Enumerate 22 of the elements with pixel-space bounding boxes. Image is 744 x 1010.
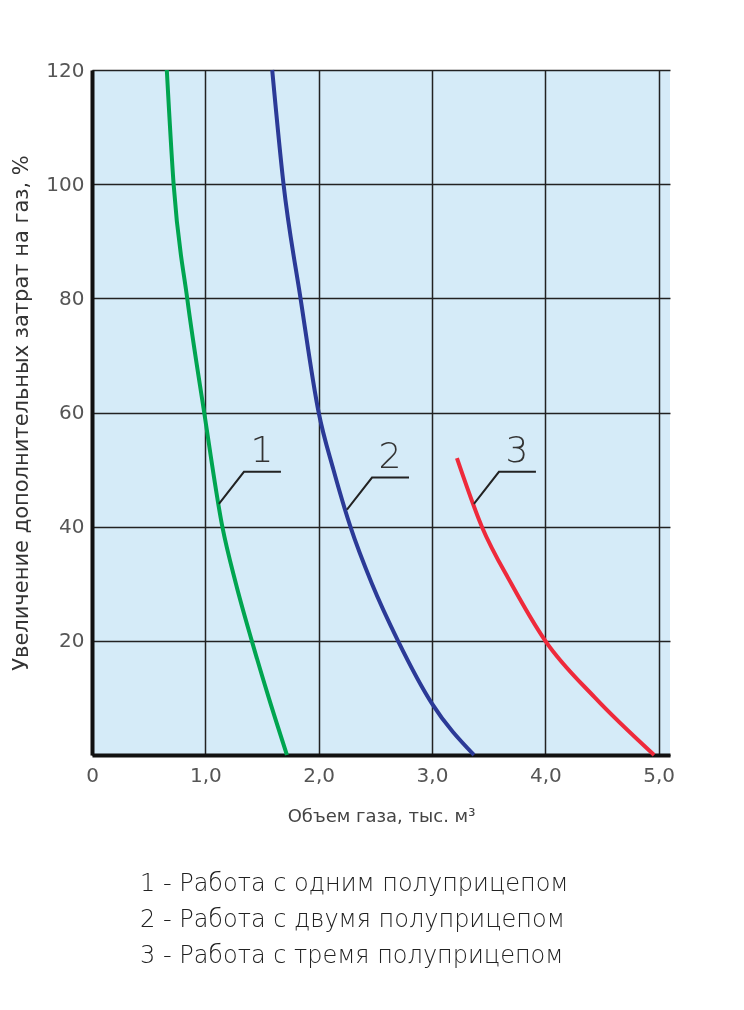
x-tick-label: 0: [86, 762, 99, 787]
x-tick-label: 5,0: [643, 762, 676, 787]
x-axis-title: Объем газа, тыс. м³: [287, 804, 476, 826]
line-series: [270, 68, 476, 757]
annotation: 3: [505, 428, 529, 470]
y-tick-label: 100: [46, 171, 85, 196]
text: 3 - Работа с тремя полуприцепом: [140, 940, 565, 971]
y-tick-label: 40: [59, 514, 85, 539]
y-axis-title: Увеличение дополнительных затрат на газ, %: [9, 155, 34, 671]
annotation: 1: [250, 428, 274, 470]
line-series: [164, 68, 289, 757]
x-tick-label: 2,0: [303, 762, 336, 787]
text: 2 - Работа с двумя полуприцепом: [140, 904, 566, 935]
x-tick-label: 1,0: [189, 762, 222, 787]
text: 1 - Работа с одним полуприцепом: [140, 868, 570, 899]
annotation: 2: [378, 434, 402, 476]
x-tick-label: 4,0: [529, 762, 562, 787]
y-tick-label: 120: [46, 57, 85, 82]
y-tick-label: 80: [59, 285, 85, 310]
y-tick-label: 60: [59, 400, 85, 424]
y-tick-label: 20: [59, 628, 85, 653]
x-tick-label: 3,0: [416, 762, 449, 787]
